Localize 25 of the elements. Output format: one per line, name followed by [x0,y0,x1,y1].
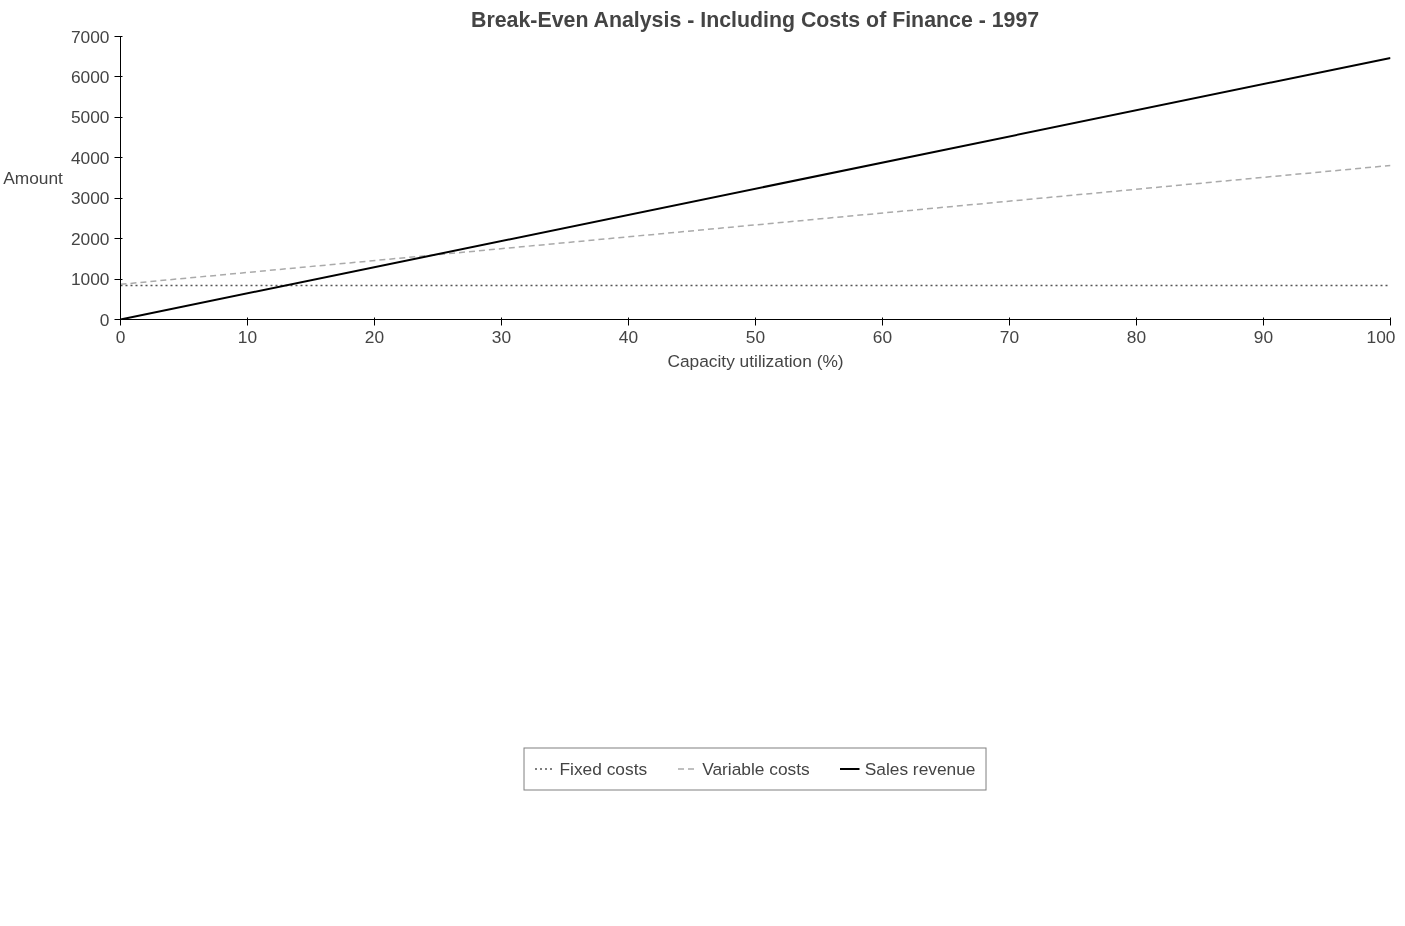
y-tick-label: 4000 [70,147,110,168]
x-tick-label: 50 [745,326,766,347]
legend-label: Variable costs [702,758,810,780]
x-tick-label: 60 [872,326,893,347]
y-tick-label: 0 [99,309,110,330]
legend-label: Sales revenue [864,758,976,780]
x-tick-label: 90 [1253,326,1274,347]
chart-title: Break-Even Analysis - Including Costs of Finance - 1997 [471,7,1040,32]
x-axis-title: Capacity utilization (%) [667,350,844,371]
y-tick-label: 1000 [70,269,110,290]
y-tick-label: 6000 [70,66,110,87]
x-tick-label: 40 [618,326,639,347]
x-tick-label: 70 [999,326,1020,347]
y-tick-label: 7000 [70,26,110,47]
x-tick-label: 20 [364,326,385,347]
x-tick-label: 10 [237,326,258,347]
x-tick-label: 100 [1366,326,1396,347]
legend-label: Fixed costs [559,758,648,780]
x-tick-label: 0 [115,326,126,347]
x-tick-label: 80 [1126,326,1147,347]
y-tick-label: 5000 [70,107,110,128]
y-axis-title: Amount [3,168,64,188]
x-tick-label: 30 [491,326,512,347]
y-tick-label: 3000 [70,188,110,209]
y-tick-label: 2000 [70,228,110,249]
